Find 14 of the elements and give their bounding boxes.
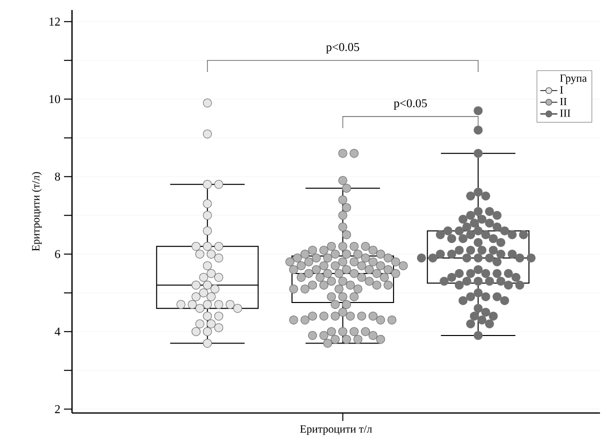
y-tick-label: 4 (54, 328, 60, 336)
annotation: p<0.05 (326, 43, 360, 54)
y-tick-label: 10 (50, 95, 60, 104)
legend-label: I (560, 86, 563, 94)
y-tick-label: 6 (55, 250, 60, 258)
legend-label: III (560, 110, 570, 117)
legend-label: II (560, 98, 567, 106)
y-tick-label: 2 (55, 405, 60, 414)
y-tick-label: 8 (54, 172, 60, 181)
x-axis-title: Еритроцити т/л (300, 425, 372, 435)
legend-title: Група (560, 74, 587, 84)
y-axis-title: Еритроцити (т/л) (32, 172, 42, 251)
annotation: p<0.05 (394, 99, 427, 110)
y-tick-label: 12 (50, 18, 60, 26)
